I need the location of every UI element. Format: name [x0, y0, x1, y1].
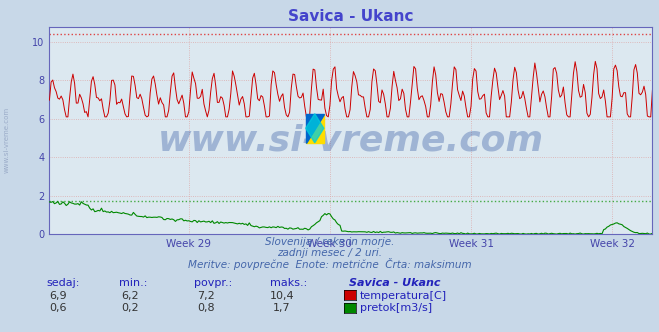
Text: maks.:: maks.: — [270, 278, 308, 288]
Text: www.si-vreme.com: www.si-vreme.com — [158, 124, 544, 158]
Text: 10,4: 10,4 — [270, 291, 295, 301]
Text: www.si-vreme.com: www.si-vreme.com — [3, 106, 10, 173]
Polygon shape — [306, 114, 324, 143]
Text: Meritve: povprečne  Enote: metrične  Črta: maksimum: Meritve: povprečne Enote: metrične Črta:… — [188, 258, 471, 270]
Text: 0,6: 0,6 — [49, 303, 67, 313]
Text: pretok[m3/s]: pretok[m3/s] — [360, 303, 432, 313]
Text: min.:: min.: — [119, 278, 147, 288]
Text: Savica - Ukanc: Savica - Ukanc — [349, 278, 441, 288]
Polygon shape — [306, 114, 324, 143]
Title: Savica - Ukanc: Savica - Ukanc — [288, 9, 414, 24]
Text: 6,2: 6,2 — [122, 291, 139, 301]
Polygon shape — [306, 114, 324, 143]
Text: 0,2: 0,2 — [122, 303, 139, 313]
Text: sedaj:: sedaj: — [46, 278, 80, 288]
Text: Slovenija / reke in morje.: Slovenija / reke in morje. — [265, 237, 394, 247]
Text: povpr.:: povpr.: — [194, 278, 233, 288]
Text: zadnji mesec / 2 uri.: zadnji mesec / 2 uri. — [277, 248, 382, 258]
Text: 0,8: 0,8 — [198, 303, 215, 313]
Text: temperatura[C]: temperatura[C] — [360, 291, 447, 301]
Text: 7,2: 7,2 — [198, 291, 215, 301]
Text: 1,7: 1,7 — [273, 303, 291, 313]
Text: 6,9: 6,9 — [49, 291, 67, 301]
